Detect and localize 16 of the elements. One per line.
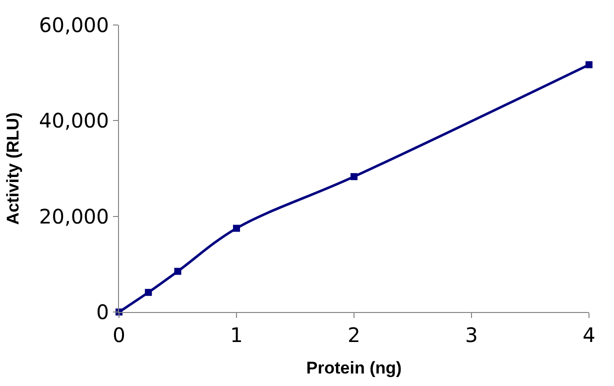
y-axis-title: Activity (RLU) [4,112,23,225]
point [350,173,358,180]
x-tick-label: 3 [465,323,478,347]
y-tick-label: 0 [96,300,109,324]
point [586,61,592,68]
x-tick-label: 1 [230,323,243,347]
x-tick-label: 2 [348,323,360,347]
point [233,224,240,232]
point [174,268,182,275]
x-axis-title: Protein (ng) [306,358,402,378]
point [144,288,152,296]
y-tick-label: 60,000 [39,13,109,37]
y-tick-label: 40,000 [39,108,109,133]
x-tick-label: 4 [582,323,596,347]
y-tick-label: 20,000 [39,204,109,228]
x-tick-label: 0 [112,323,126,347]
